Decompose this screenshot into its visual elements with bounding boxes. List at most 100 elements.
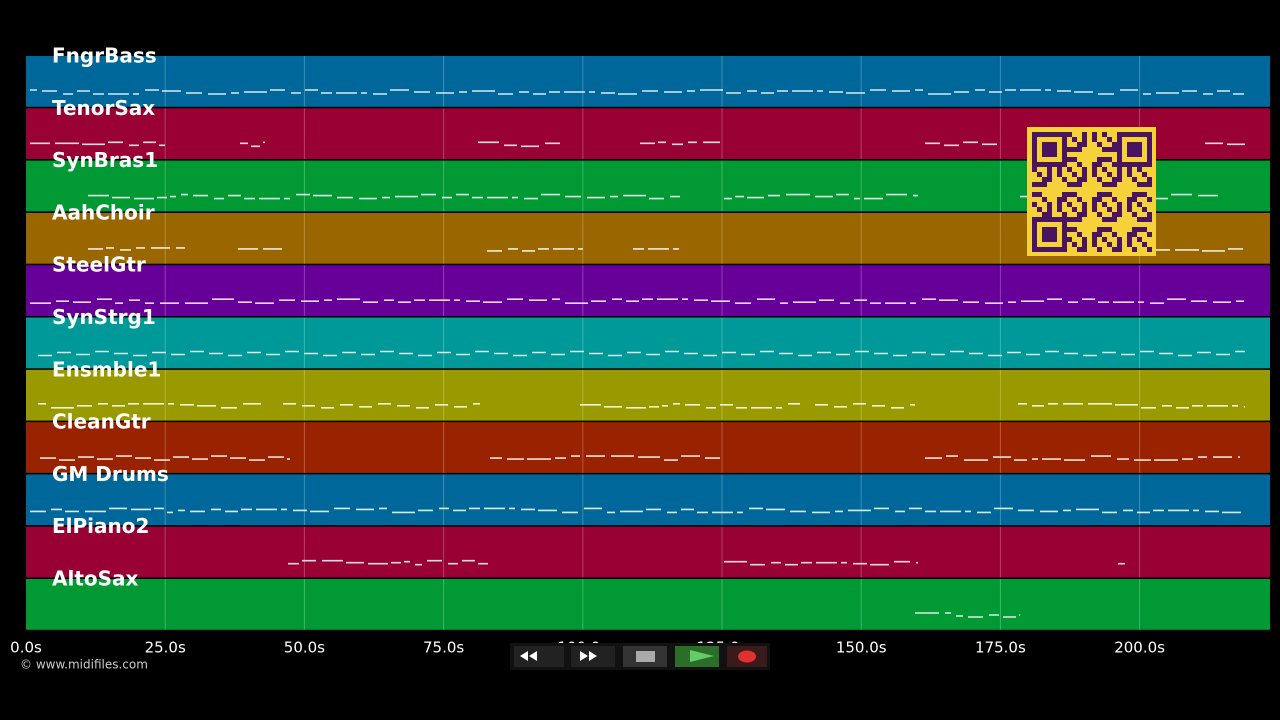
qr-module [1092, 197, 1097, 202]
qr-module [1142, 217, 1147, 222]
qr-module [1082, 137, 1087, 142]
qr-module [1137, 152, 1142, 157]
qr-module [1032, 132, 1037, 137]
note-segment [240, 141, 265, 148]
qr-module [1047, 237, 1052, 242]
qr-module [1042, 177, 1047, 182]
qr-module [1127, 152, 1132, 157]
note-segment [88, 247, 185, 251]
qr-module [1047, 202, 1052, 207]
qr-module [1132, 212, 1137, 217]
qr-module [1077, 142, 1082, 147]
qr-module [1052, 132, 1057, 137]
qr-module [1142, 242, 1147, 247]
track-label: SynStrg1 [52, 305, 156, 329]
qr-module [1147, 147, 1152, 152]
qr-module [1042, 162, 1047, 167]
qr-module [1067, 147, 1072, 152]
track-label: AahChoir [52, 200, 155, 224]
qr-module [1107, 182, 1112, 187]
qr-module [1062, 192, 1067, 197]
qr-module [1112, 177, 1117, 182]
note-segment [915, 612, 1020, 618]
qr-module [1117, 207, 1122, 212]
qr-module [1137, 237, 1142, 242]
qr-module [1117, 167, 1122, 172]
qr-module [1042, 212, 1047, 217]
x-tick-label: 0.0s [10, 639, 42, 657]
qr-module [1057, 217, 1062, 222]
qr-module [1102, 132, 1107, 137]
qr-module [1037, 247, 1042, 252]
qr-module [1097, 162, 1102, 167]
qr-module [1057, 132, 1062, 137]
qr-module [1067, 182, 1072, 187]
x-tick-label: 50.0s [284, 639, 325, 657]
qr-module [1082, 132, 1087, 137]
qr-module [1047, 162, 1052, 167]
qr-module [1057, 162, 1062, 167]
qr-module [1032, 137, 1037, 142]
qr-module [1112, 247, 1117, 252]
qr-module [1097, 192, 1102, 197]
qr-module [1067, 192, 1072, 197]
qr-module [1037, 172, 1042, 177]
qr-module [1092, 202, 1097, 207]
qr-module [1107, 217, 1112, 222]
qr-module [1047, 177, 1052, 182]
qr-module [1062, 242, 1067, 247]
qr-module [1117, 142, 1122, 147]
note-segment [88, 193, 680, 200]
qr-module [1052, 232, 1057, 237]
qr-module [1127, 197, 1132, 202]
qr-module [1062, 132, 1067, 137]
qr-module [1112, 162, 1117, 167]
qr-module [1057, 207, 1062, 212]
forward-icon [580, 651, 597, 661]
qr-module [1102, 182, 1107, 187]
qr-module [1072, 192, 1077, 197]
track-label: AltoSax [52, 567, 139, 591]
qr-module [1067, 227, 1072, 232]
note-segment [40, 455, 290, 461]
note-segment [1150, 248, 1243, 252]
qr-module [1032, 162, 1037, 167]
play-icon [690, 650, 714, 662]
qr-module [1147, 212, 1152, 217]
note-segment [640, 141, 720, 146]
qr-module [1127, 202, 1132, 207]
qr-module [1117, 157, 1122, 162]
qr-module [1037, 132, 1042, 137]
qr-module [1042, 152, 1047, 157]
qr-module [1077, 217, 1082, 222]
qr-module [1132, 142, 1137, 147]
note-segment [283, 403, 480, 409]
qr-module [1117, 202, 1122, 207]
qr-module [1142, 207, 1147, 212]
qr-module [1062, 247, 1067, 252]
qr-module [1077, 197, 1082, 202]
qr-module [1032, 232, 1037, 237]
qr-module [1077, 177, 1082, 182]
qr-module [1117, 237, 1122, 242]
qr-module [1102, 157, 1107, 162]
track-label: TenorSax [52, 96, 155, 120]
qr-module [1092, 207, 1097, 212]
qr-module [1147, 247, 1152, 252]
qr-module [1047, 132, 1052, 137]
qr-module [1127, 207, 1132, 212]
qr-module [1082, 207, 1087, 212]
track-label: SynBras1 [52, 148, 158, 172]
qr-module [1042, 232, 1047, 237]
qr-module [1127, 237, 1132, 242]
track-lane [26, 317, 1270, 369]
note-segment [580, 403, 800, 409]
qr-module [1042, 197, 1047, 202]
qr-module [1127, 242, 1132, 247]
qr-module [1042, 147, 1047, 152]
qr-module [1032, 247, 1037, 252]
rewind-button[interactable] [514, 646, 564, 667]
qr-module [1107, 227, 1112, 232]
qr-module [1142, 192, 1147, 197]
